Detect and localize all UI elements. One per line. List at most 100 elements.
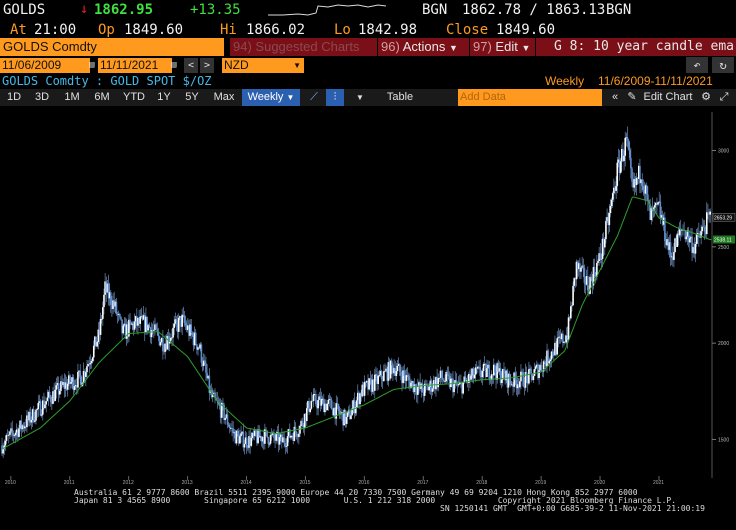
last-price-tag — [712, 213, 736, 222]
range-button-1y[interactable]: 1Y — [157, 91, 171, 103]
chart-type-caret-icon[interactable]: ▼ — [356, 93, 364, 102]
candle-body — [487, 364, 489, 369]
candle-body — [521, 371, 523, 373]
candle-body — [63, 382, 66, 389]
candle-body — [401, 375, 403, 384]
candle-body — [318, 396, 321, 400]
range-button-ytd[interactable]: YTD — [123, 91, 145, 103]
currency-select[interactable]: NZD ▼ — [222, 58, 304, 73]
candle-body — [556, 338, 559, 355]
candle-body — [477, 366, 479, 369]
candle-body — [115, 301, 118, 315]
candle-body — [91, 357, 94, 361]
candle-body — [632, 181, 634, 188]
add-data-input[interactable]: Add Data — [458, 89, 602, 106]
frequency-select[interactable]: Weekly ▼ — [242, 89, 300, 106]
candle-body — [43, 400, 45, 408]
candle-body — [140, 316, 143, 317]
candle-body — [334, 407, 336, 419]
candle-body — [52, 391, 54, 404]
candle-body — [430, 380, 433, 392]
undo-icon[interactable]: ↶ — [686, 57, 708, 73]
candle-body — [121, 319, 123, 334]
range-button-5y[interactable]: 5Y — [185, 91, 199, 103]
expand-icon[interactable]: ⤢ — [719, 91, 729, 103]
candle-body — [182, 314, 185, 316]
candle-body — [349, 409, 351, 420]
candle-body — [1, 445, 3, 454]
candle-body — [336, 403, 339, 405]
x-tick-label: 2011 — [64, 480, 75, 486]
candle-body — [562, 333, 564, 343]
candle-body — [404, 375, 407, 381]
candle-body — [542, 361, 545, 372]
edit-label: Edit — [495, 39, 518, 54]
candle-body — [608, 213, 611, 226]
candle-body — [89, 363, 92, 365]
chart-title[interactable]: G 8: 10 year candle ema — [536, 38, 736, 56]
pencil-icon[interactable]: ✎ — [627, 91, 637, 103]
candle-body — [630, 157, 632, 169]
line-chart-icon[interactable]: ⟋ — [310, 91, 318, 103]
at-time: 21:00 — [34, 22, 77, 38]
candle-body — [206, 372, 208, 379]
candle-body — [671, 256, 674, 260]
candle-body — [293, 426, 296, 441]
footer-line-3: SN 1250141 GMT GMT+0:00 G685-39-2 11-Nov… — [440, 504, 705, 513]
candle-body — [316, 403, 318, 409]
candle-body — [155, 324, 157, 329]
start-date-input[interactable]: 11/06/2009 — [0, 58, 90, 73]
candle-body — [599, 253, 602, 260]
candle-chart-icon[interactable]: ⫶ — [326, 89, 344, 106]
candle-body — [649, 204, 651, 221]
candle-body — [296, 436, 299, 438]
range-button-3d[interactable]: 3D — [34, 91, 50, 103]
range-button-1d[interactable]: 1D — [6, 91, 22, 103]
price-chart[interactable]: 1500 2000 2500 3000 2010 2011 2012 2013 2014 2015… — [0, 106, 736, 486]
candle-body — [22, 425, 25, 429]
range-button-max[interactable]: Max — [213, 91, 235, 103]
range-button-6m[interactable]: 6M — [94, 91, 110, 103]
candle-body — [177, 317, 180, 332]
candle-body — [475, 367, 478, 369]
y-tick-label: 2000 — [718, 341, 729, 347]
candle-body — [422, 392, 425, 396]
actions-menu[interactable]: 96) Actions ▼ — [378, 38, 469, 56]
edit-chart-button[interactable]: Edit Chart — [643, 91, 693, 103]
settings-icon[interactable]: ⚙ — [701, 91, 711, 103]
collapse-icon[interactable]: « — [611, 91, 619, 103]
candle-body — [28, 411, 30, 421]
calendar-icon[interactable]: ▤ — [89, 60, 95, 70]
suggested-charts-button[interactable]: 94) Suggested Charts — [230, 38, 377, 56]
candle-body — [384, 370, 386, 372]
candle-body — [643, 189, 646, 194]
candle-body — [497, 363, 500, 372]
candle-body — [274, 438, 276, 441]
candle-body — [579, 263, 581, 272]
refresh-icon[interactable]: ↻ — [712, 57, 734, 73]
next-period-button[interactable]: > — [200, 58, 214, 73]
candle-body — [113, 300, 115, 307]
candle-body — [332, 409, 334, 416]
calendar-icon[interactable]: ▤ — [171, 60, 177, 70]
candle-body — [120, 316, 122, 320]
table-button[interactable]: Table — [386, 91, 414, 103]
range-button-1m[interactable]: 1M — [64, 91, 80, 103]
candle-body — [363, 381, 366, 396]
candle-body — [517, 384, 520, 388]
edit-menu[interactable]: 97) Edit ▼ — [470, 38, 535, 56]
candle-body — [454, 380, 457, 384]
prev-period-button[interactable]: < — [184, 58, 198, 73]
candle-body — [598, 253, 600, 261]
candle-body — [615, 185, 617, 191]
candle-body — [214, 392, 216, 399]
candle-body — [371, 379, 374, 392]
security-input[interactable]: GOLDS Comdty — [0, 38, 224, 56]
end-date-input[interactable]: 11/11/2021 — [98, 58, 172, 73]
candle-body — [573, 277, 576, 286]
candle-body — [691, 236, 693, 253]
candle-body — [675, 238, 677, 247]
candle-body — [344, 409, 347, 424]
candle-body — [627, 140, 630, 150]
candle-body — [583, 267, 586, 284]
